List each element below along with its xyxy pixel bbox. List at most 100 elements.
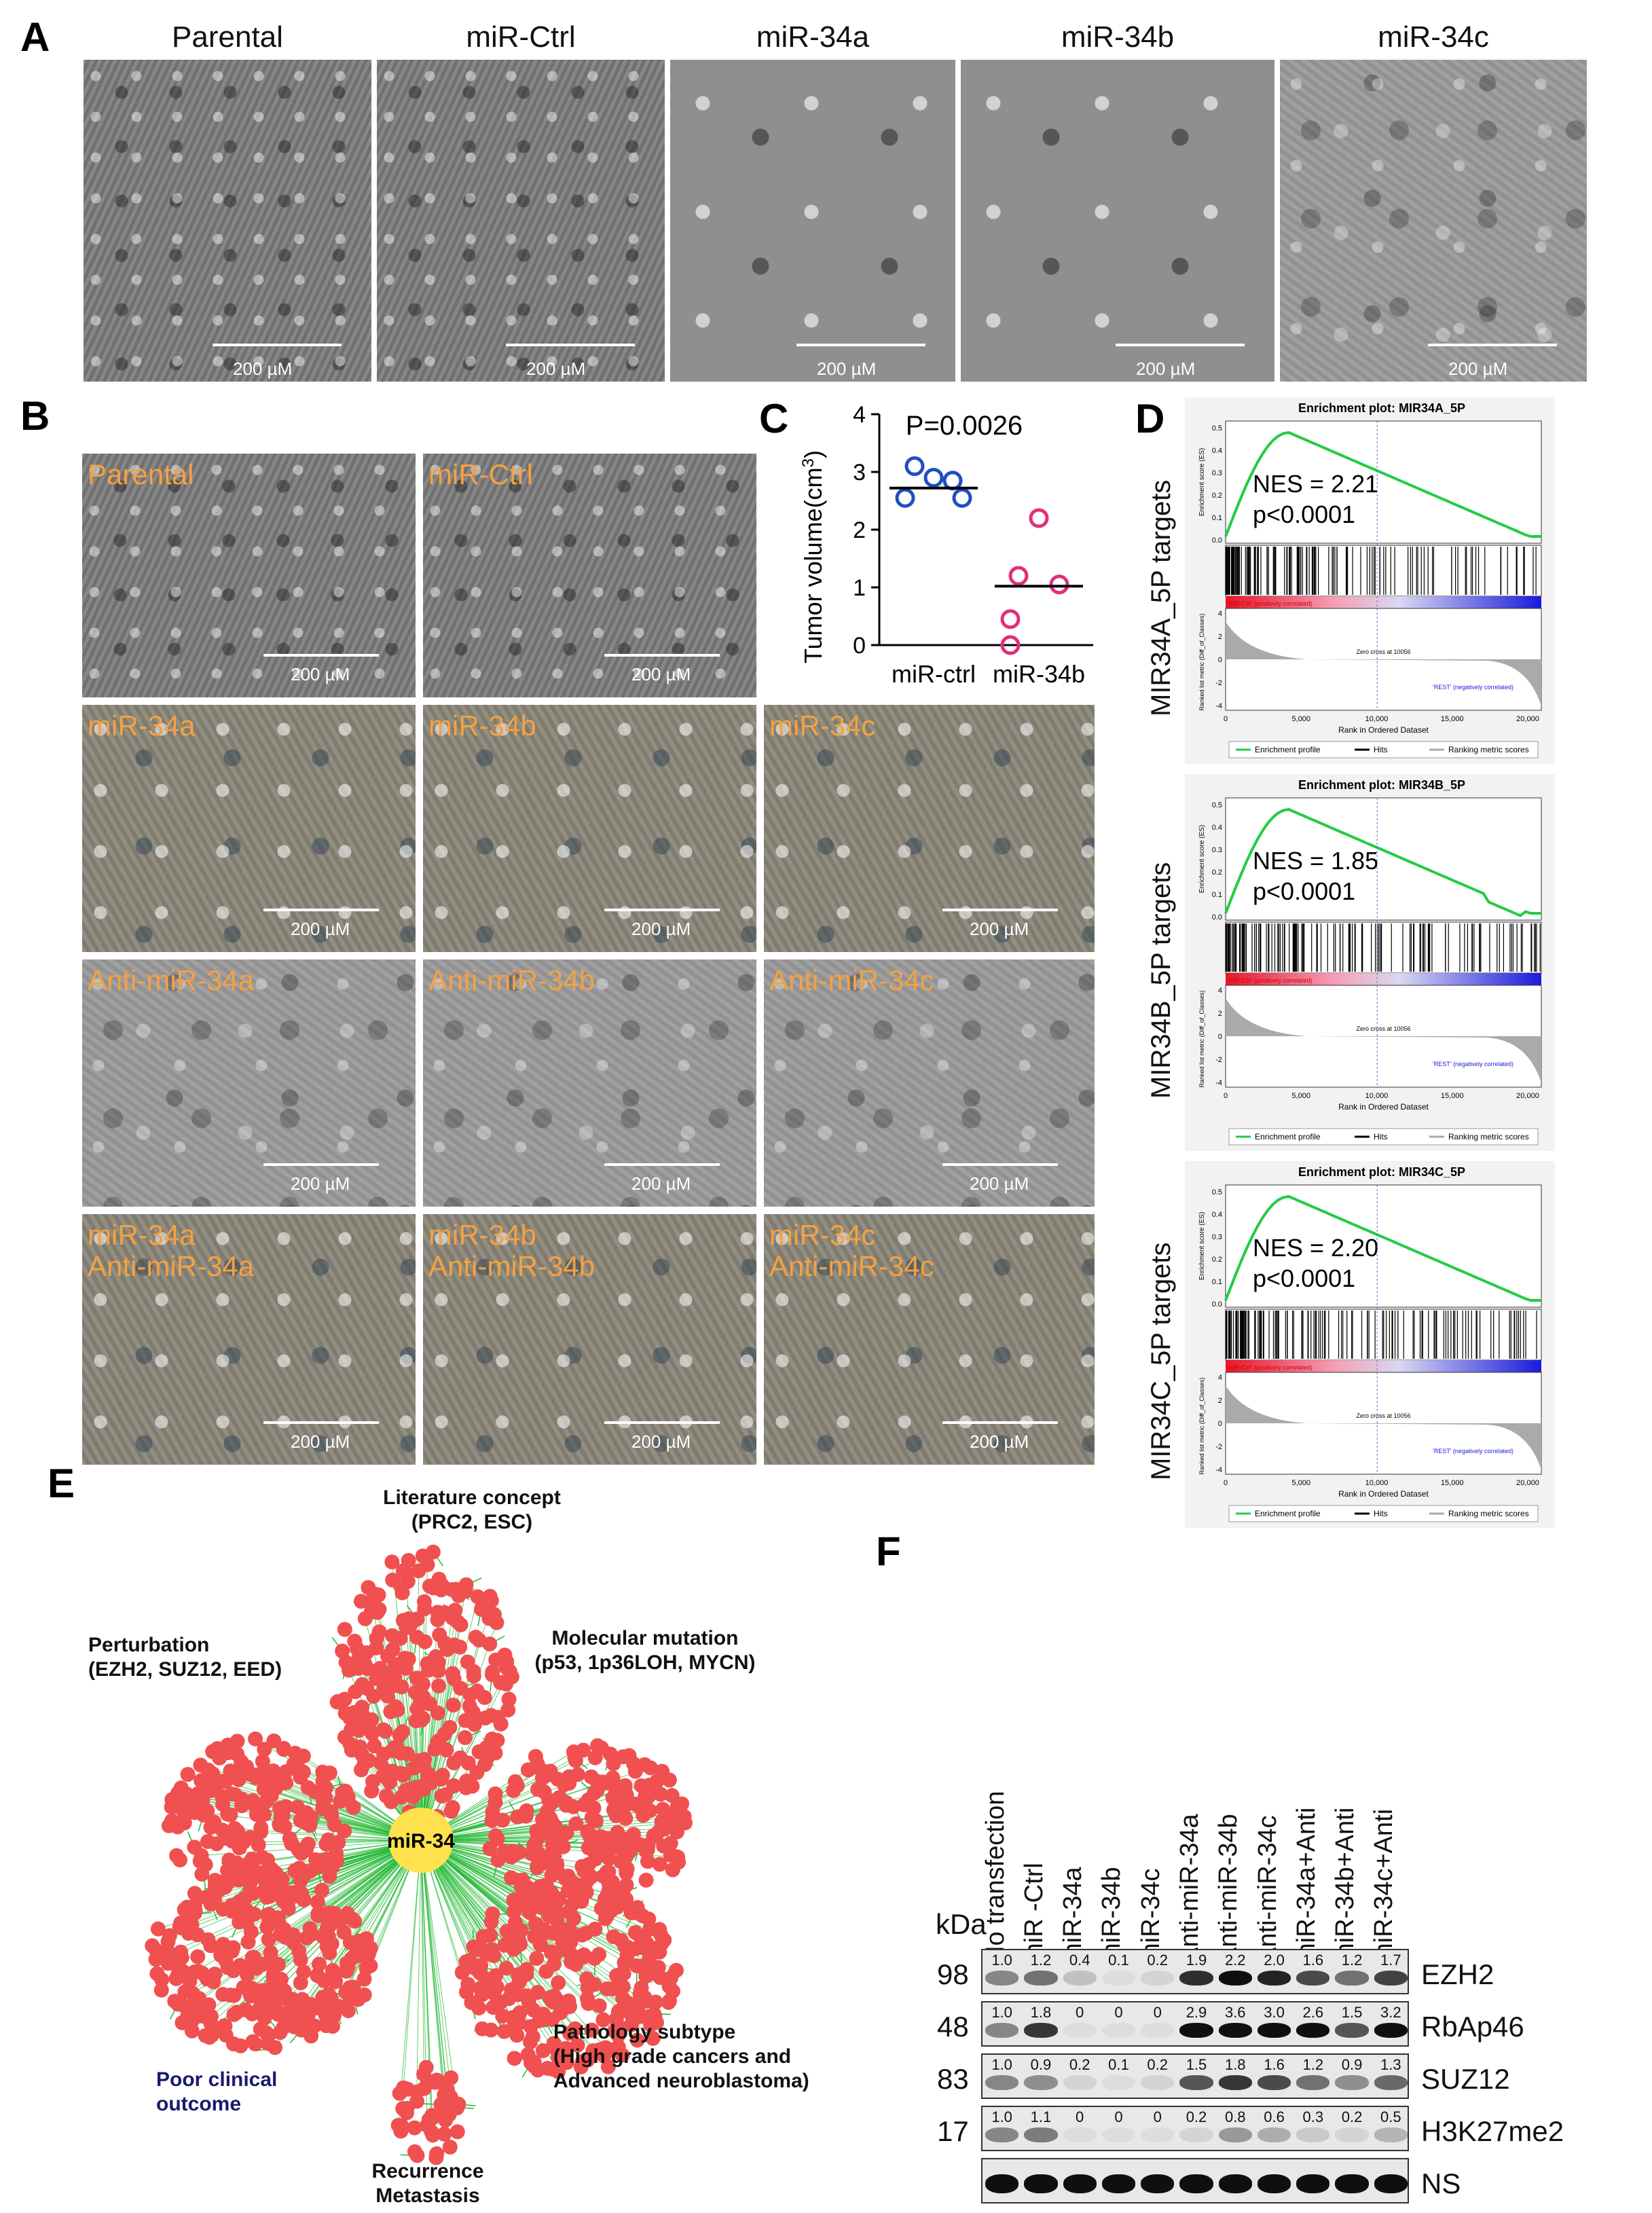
mir34-hub-node: [388, 1808, 454, 1873]
network-node: [498, 1676, 514, 1691]
scale-bar: [796, 344, 925, 346]
network-node: [601, 1876, 617, 1891]
network-node: [621, 1844, 637, 1860]
network-node: [568, 1816, 584, 1831]
network-node: [245, 2034, 261, 2049]
network-node: [588, 1813, 604, 1829]
network-node: [640, 1789, 656, 1805]
network-node: [473, 1602, 489, 1617]
gsea-plot-1: Enrichment plot: MIR34B_5P 0.5 0.4 0.3 0.2 0.…: [1185, 774, 1555, 1151]
network-node: [328, 1974, 344, 1990]
micrograph-b-label-6: Anti-miR-34b: [428, 964, 595, 996]
rank-ylabel: Ranked list metric (Diff_of_Classes): [1198, 1378, 1205, 1475]
band-quant: 1.8: [1224, 2056, 1246, 2073]
network-node: [352, 1933, 367, 1949]
network-node: [201, 1997, 217, 2013]
scale-bar: [1428, 344, 1557, 346]
micrograph-b-label-4: miR-34c: [769, 710, 876, 742]
network-node: [485, 2000, 501, 2015]
network-node: [574, 2053, 590, 2069]
network-node: [655, 1763, 670, 1779]
network-node: [589, 1774, 605, 1789]
y-axis-label-end: ): [799, 450, 827, 458]
blot-band: [1063, 1971, 1097, 1986]
network-node: [180, 2008, 196, 2024]
network-edge: [398, 1840, 422, 2125]
data-point: [923, 468, 944, 488]
network-node: [410, 1670, 426, 1686]
scale-label: 200 µM: [631, 919, 691, 939]
network-node: [472, 1939, 488, 1955]
es-tick: 0.0: [1212, 1300, 1222, 1309]
network-node: [276, 1742, 291, 1757]
rank-tick: -4: [1215, 1466, 1222, 1474]
network-node: [173, 1915, 189, 1931]
network-node: [482, 1841, 498, 1857]
network-node: [407, 2120, 422, 2136]
lane-label-6: Anti-miR-34b: [1214, 1814, 1243, 1964]
network-node: [519, 1988, 534, 2004]
scale-label: 200 µM: [291, 664, 350, 684]
network-edge: [403, 1840, 422, 2088]
network-node: [653, 1787, 668, 1802]
network-node: [608, 2011, 624, 2026]
network-node: [300, 1836, 316, 1852]
blot-band: [985, 2075, 1019, 2090]
blot-band: [1374, 2075, 1408, 2090]
network-node: [394, 1724, 410, 1740]
scale-bar: [604, 1163, 720, 1166]
network-edge: [256, 1840, 422, 1969]
network-node: [501, 1991, 517, 2007]
micrograph-b-2: miR-34a 200 µM: [80, 703, 418, 954]
rank-tick: 0: [1218, 1033, 1222, 1041]
y-tick-label: 2: [853, 517, 866, 543]
band-quant: 2.0: [1264, 1952, 1285, 1969]
network-node: [401, 1611, 416, 1627]
network-node: [154, 1972, 170, 1988]
network-node: [652, 1922, 667, 1937]
protein-label: SUZ12: [1421, 2063, 1510, 2095]
network-node: [634, 1992, 650, 2008]
panel-a-title-2: miR-34a: [756, 20, 870, 54]
band-quant: 0.2: [1069, 2056, 1090, 2073]
network-node: [177, 1808, 192, 1824]
rank-tick: -4: [1215, 702, 1222, 710]
network-cluster-label-1: Molecular mutation (p53, 1p36LOH, MYCN): [534, 1627, 756, 1674]
network-edge: [420, 1815, 617, 1841]
network-node: [542, 1909, 557, 1924]
network-node: [473, 1958, 489, 1973]
network-node: [184, 2023, 200, 2038]
network-node: [566, 1911, 581, 1926]
network-node: [265, 1763, 281, 1778]
network-node: [371, 1624, 387, 1640]
x-tick: 15,000: [1441, 1092, 1464, 1100]
network-edge: [420, 1840, 450, 2115]
network-node: [446, 1778, 462, 1793]
network-node: [314, 1882, 329, 1898]
network-edge: [420, 1596, 478, 1841]
blot-band: [985, 2127, 1019, 2142]
network-node: [483, 1927, 498, 1943]
enrichment-curve: [1224, 807, 1541, 917]
network-node: [229, 2005, 244, 2020]
band-quant: 1.0: [991, 2108, 1012, 2125]
es-tick: 0.3: [1212, 846, 1222, 854]
scale-bar: [213, 344, 342, 346]
legend-box: [1228, 1128, 1539, 1146]
network-edge: [420, 1840, 425, 2089]
network-node: [212, 1750, 227, 1766]
blot-band: [1101, 2075, 1136, 2090]
network-node: [388, 1678, 403, 1694]
hits-frame: [1225, 921, 1542, 974]
network-node: [629, 1958, 644, 1973]
micrograph-b-7: Anti-miR-34c 200 µM: [762, 957, 1097, 1209]
network-node: [225, 2036, 241, 2051]
network-node: [460, 1654, 475, 1670]
scale-bar: [604, 654, 720, 657]
legend-box: [1228, 741, 1539, 758]
network-node: [676, 1809, 692, 1825]
blot-band: [1218, 2075, 1252, 2090]
network-node: [193, 1757, 208, 1773]
network-node: [536, 1884, 551, 1899]
network-node: [220, 1737, 236, 1753]
